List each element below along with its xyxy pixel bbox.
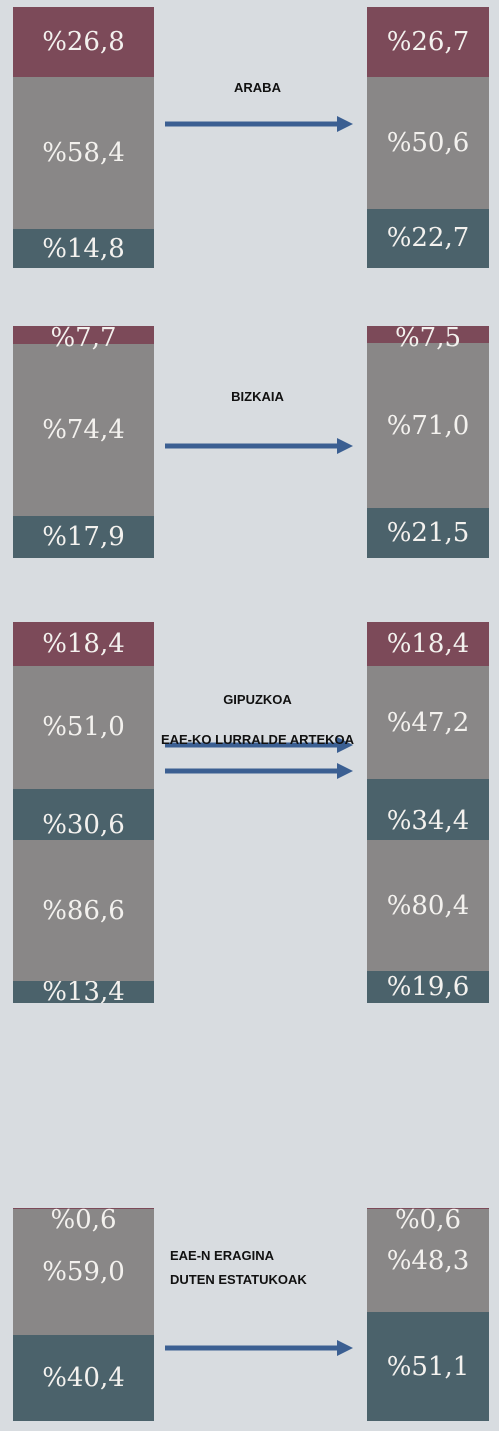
value-label: %7,5 [394, 323, 462, 353]
arrow-head [337, 116, 353, 132]
panel-title: EAE-KO LURRALDE ARTEKOA [160, 732, 355, 747]
arrow [165, 116, 353, 132]
bar-segment [13, 666, 154, 789]
arrow-head [337, 1340, 353, 1356]
bar-segment [13, 622, 154, 667]
bar-segment [367, 7, 489, 77]
value-label: %71,0 [386, 410, 470, 441]
bar-segment [13, 981, 154, 1003]
value-label: %18,4 [386, 629, 470, 660]
arrow-head [337, 737, 353, 753]
bar-segment [13, 1334, 154, 1421]
value-label: %13,4 [42, 977, 125, 1008]
value-label: %22,7 [386, 223, 470, 254]
bar-segment [13, 76, 154, 230]
bar-segment [367, 1208, 489, 1210]
bar-segment [367, 508, 489, 558]
arrow [165, 438, 353, 454]
bar-segment [367, 343, 489, 509]
bar-segment [367, 1209, 489, 1313]
value-label: %51,0 [42, 712, 125, 743]
value-label: %59,0 [42, 1257, 125, 1288]
bar-segment [367, 971, 489, 1003]
arrow [165, 737, 353, 753]
bar-segment [13, 516, 154, 558]
value-label: %19,6 [386, 972, 470, 1003]
value-label: %26,8 [42, 26, 125, 57]
bar-segment [13, 1208, 154, 1210]
value-label: %47,2 [386, 707, 470, 738]
bar-segment [13, 326, 154, 344]
value-label: %14,8 [42, 233, 125, 264]
value-label: %0,6 [394, 1205, 462, 1235]
value-label: %74,4 [42, 415, 125, 446]
value-label: %51,1 [386, 1351, 470, 1382]
value-label: %48,3 [386, 1245, 470, 1276]
value-label: %50,6 [386, 127, 470, 158]
bar-segment [13, 1209, 154, 1335]
bar-segment [367, 1312, 489, 1421]
value-label: %17,9 [42, 522, 125, 553]
panel-title: EAE-N ERAGINA DUTEN ESTATUKOAK [170, 1248, 307, 1287]
value-label: %0,6 [50, 1205, 117, 1235]
value-label: %7,7 [50, 323, 117, 353]
arrow [165, 763, 353, 779]
value-label: %34,4 [386, 805, 470, 836]
bar-segment [13, 229, 154, 268]
value-label: %40,4 [42, 1362, 125, 1393]
value-label: %86,6 [42, 895, 125, 926]
arrow-head [337, 438, 353, 454]
bar-segment [367, 622, 489, 667]
value-label: %80,4 [386, 890, 470, 921]
panel-title: ARABA [234, 80, 281, 95]
panel-title: GIPUZKOA [223, 692, 292, 707]
value-label: %18,4 [42, 629, 125, 660]
value-label: %58,4 [42, 138, 125, 169]
arrow-head [337, 763, 353, 779]
value-label: %21,5 [386, 518, 470, 549]
bar-segment [13, 343, 154, 517]
bar-segment [367, 326, 489, 344]
bar-segment [367, 76, 489, 209]
value-label: %30,6 [42, 810, 125, 841]
panel-title: BIZKAIA [231, 389, 284, 404]
bar-segment [13, 840, 154, 982]
value-label: %26,7 [386, 26, 470, 57]
bar-segment [13, 7, 154, 77]
arrow [165, 1340, 353, 1356]
bar-segment [367, 208, 489, 268]
bar-segment [367, 840, 489, 972]
bar-segment [367, 666, 489, 780]
